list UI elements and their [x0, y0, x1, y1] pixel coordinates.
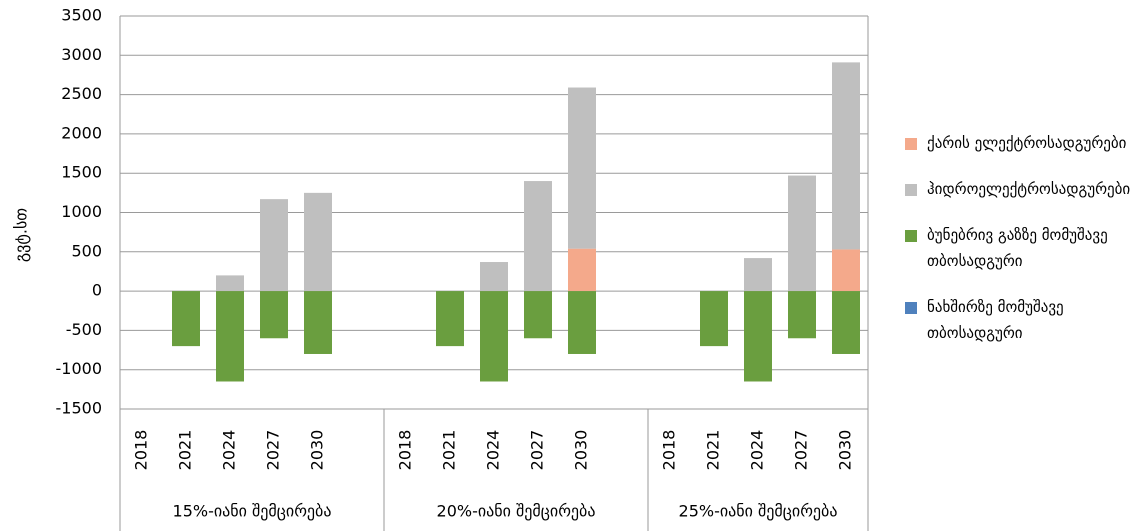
y-axis-label: გვტ.სთ [12, 208, 31, 262]
y-tick-label: -1000 [56, 359, 103, 378]
x-tick-label: 2030 [572, 430, 591, 471]
x-tick-label: 2021 [440, 430, 459, 471]
bar [744, 258, 772, 292]
legend-swatch [905, 138, 917, 150]
x-tick-label: 2018 [132, 430, 151, 471]
bar [744, 291, 772, 382]
y-tick-label: 3000 [61, 45, 102, 64]
bar [568, 291, 596, 354]
bar [832, 62, 860, 250]
bar [480, 262, 508, 292]
y-tick-label: 2500 [61, 84, 102, 103]
bar [524, 181, 552, 292]
legend-item: ნახშირზე მომუშავე თბოსადგური [905, 294, 1135, 346]
y-tick-label: 1500 [61, 163, 102, 182]
legend-swatch [905, 230, 917, 242]
x-tick-label: 2027 [528, 430, 547, 471]
group-label: 25%-იანი შემცირება [679, 502, 838, 521]
bar [260, 199, 288, 292]
bar [568, 87, 596, 249]
x-tick-label: 2024 [220, 430, 239, 471]
legend-swatch [905, 184, 917, 196]
legend-label: ნახშირზე მომუშავე თბოსადგური [927, 298, 1064, 342]
y-tick-label: -500 [66, 320, 102, 339]
y-tick-label: 2000 [61, 123, 102, 142]
bar [304, 192, 332, 292]
legend-label: ქარის ელექტროსადგურები [927, 134, 1127, 152]
bar [304, 291, 332, 354]
y-tick-label: 0 [92, 281, 102, 300]
legend-item: ჰიდროელექტროსადგურები [905, 176, 1135, 202]
legend: ქარის ელექტროსადგურები ჰიდროელექტროსადგურ… [905, 130, 1135, 366]
bar [172, 291, 200, 347]
y-tick-label: 3500 [61, 6, 102, 25]
y-tick-label: -1500 [56, 399, 103, 418]
x-tick-label: 2024 [748, 430, 767, 471]
legend-swatch [905, 302, 917, 314]
x-tick-label: 2030 [836, 430, 855, 471]
x-tick-label: 2018 [396, 430, 415, 471]
bar [480, 291, 508, 382]
bar [832, 249, 860, 292]
y-tick-label: 500 [71, 241, 102, 260]
legend-label: ჰიდროელექტროსადგურები [927, 180, 1131, 198]
x-tick-label: 2030 [308, 430, 327, 471]
bar [788, 291, 816, 339]
group-label: 15%-იანი შემცირება [173, 502, 332, 521]
x-tick-label: 2021 [176, 430, 195, 471]
x-tick-label: 2027 [264, 430, 283, 471]
bar [436, 291, 464, 347]
group-label: 20%-იანი შემცირება [437, 502, 596, 521]
bar [216, 291, 244, 382]
legend-item: ქარის ელექტროსადგურები [905, 130, 1135, 156]
x-tick-label: 2027 [792, 430, 811, 471]
y-tick-label: 1000 [61, 202, 102, 221]
bar [832, 291, 860, 354]
bar [260, 291, 288, 339]
bar [216, 275, 244, 292]
bar [524, 291, 552, 339]
x-tick-label: 2018 [660, 430, 679, 471]
bar [568, 248, 596, 292]
bar [700, 291, 728, 347]
x-tick-label: 2024 [484, 430, 503, 471]
x-tick-label: 2021 [704, 430, 723, 471]
legend-label: ბუნებრივ გაზზე მომუშავე თბოსადგური [927, 226, 1108, 270]
legend-item: ბუნებრივ გაზზე მომუშავე თბოსადგური [905, 222, 1135, 274]
bar [788, 175, 816, 292]
